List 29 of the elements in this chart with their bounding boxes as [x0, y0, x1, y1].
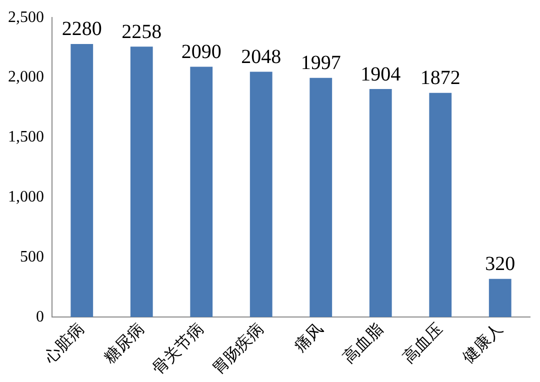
y-tick-label: 0	[36, 308, 44, 326]
bar	[488, 278, 512, 318]
y-tick-label: 1,000	[8, 188, 44, 206]
x-tick-label: 痛风	[291, 320, 327, 356]
bar	[429, 92, 452, 318]
data-label: 2048	[241, 46, 282, 68]
x-tick-label: 健康人	[459, 320, 506, 367]
x-tick-label: 高血脂	[340, 320, 386, 367]
y-tick-label: 2,000	[8, 68, 44, 86]
bar	[250, 72, 272, 318]
bar	[310, 78, 332, 318]
data-label: 2090	[181, 40, 222, 63]
x-tick-label: 胃肠疾病	[208, 320, 267, 378]
x-tick-label: 骨关节病	[149, 320, 208, 378]
bar	[130, 46, 153, 318]
x-tick-label: 糖尿病	[100, 320, 148, 367]
data-label: 1872	[420, 67, 460, 90]
bar	[190, 66, 213, 318]
data-label: 320	[485, 253, 516, 276]
y-tick-label: 2,500	[8, 8, 44, 26]
bar	[369, 89, 392, 318]
bar	[70, 44, 94, 318]
data-label: 1997	[300, 52, 341, 74]
data-label: 2280	[62, 18, 102, 40]
y-tick-label: 1,500	[8, 128, 44, 146]
data-label: 2258	[122, 20, 162, 43]
x-tick-label: 高血压	[400, 320, 446, 367]
y-tick-label: 500	[20, 248, 44, 266]
data-label: 1904	[360, 63, 401, 86]
